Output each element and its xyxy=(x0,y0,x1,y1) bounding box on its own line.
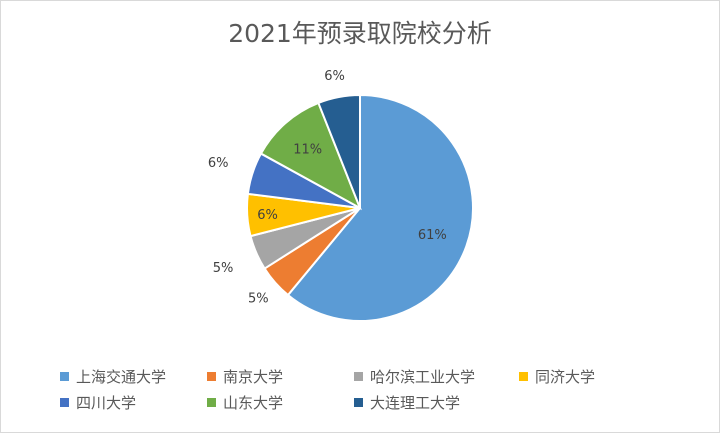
slice-data-label: 6% xyxy=(208,156,229,171)
legend-item: 上海交通大学 xyxy=(60,366,207,387)
legend: 上海交通大学 南京大学 哈尔滨工业大学 同济大学 四川大学 山东大学 大连理工大… xyxy=(60,363,700,415)
slice-data-label: 11% xyxy=(293,143,322,158)
slice-data-label: 61% xyxy=(418,228,447,243)
pie-slice xyxy=(259,101,362,211)
legend-label: 山东大学 xyxy=(223,393,284,412)
legend-label: 同济大学 xyxy=(535,367,596,386)
legend-label: 四川大学 xyxy=(76,393,137,412)
legend-label: 上海交通大学 xyxy=(76,367,167,386)
legend-label: 南京大学 xyxy=(223,367,284,386)
legend-swatch xyxy=(519,371,528,381)
slice-data-label: 5% xyxy=(213,261,234,276)
legend-item: 同济大学 xyxy=(519,366,639,387)
pie-slice xyxy=(286,93,474,322)
slice-data-label: 5% xyxy=(248,292,269,307)
legend-swatch xyxy=(207,397,216,407)
legend-item: 哈尔滨工业大学 xyxy=(354,366,519,387)
legend-row: 上海交通大学 南京大学 哈尔滨工业大学 同济大学 xyxy=(60,363,700,389)
legend-swatch xyxy=(354,397,363,407)
chart-title: 2021年预录取院校分析 xyxy=(228,19,492,48)
legend-label: 哈尔滨工业大学 xyxy=(370,367,476,386)
legend-row: 四川大学 山东大学 大连理工大学 xyxy=(60,389,700,415)
legend-label: 大连理工大学 xyxy=(370,393,461,412)
legend-swatch xyxy=(207,371,216,381)
legend-item: 大连理工大学 xyxy=(354,392,519,413)
pie-slice xyxy=(317,93,361,209)
legend-item: 四川大学 xyxy=(60,392,207,413)
legend-swatch xyxy=(354,371,363,381)
legend-item: 南京大学 xyxy=(207,366,354,387)
legend-item: 山东大学 xyxy=(207,392,354,413)
legend-swatch xyxy=(60,371,69,381)
legend-swatch xyxy=(60,397,69,407)
slice-data-label: 6% xyxy=(257,208,278,223)
slice-data-label: 6% xyxy=(324,69,345,84)
